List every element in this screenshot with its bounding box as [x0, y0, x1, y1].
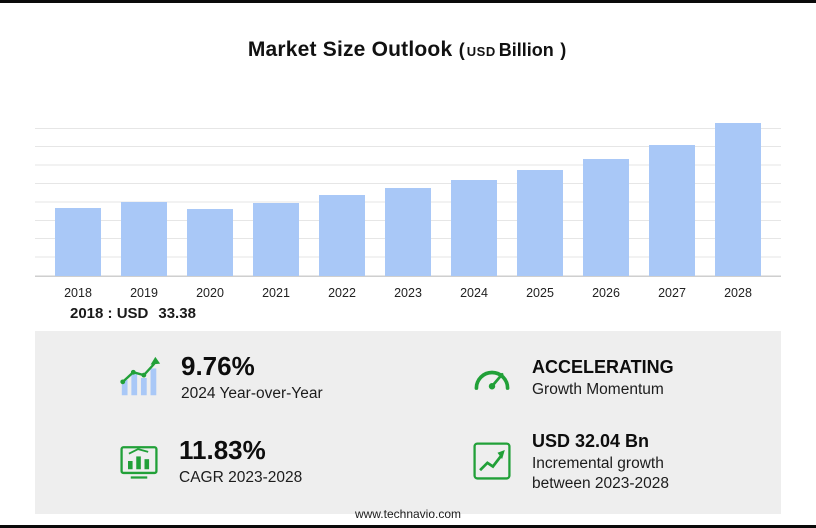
bar-2026: [582, 159, 630, 276]
bottom-border: [0, 525, 816, 528]
stats-panel: 9.76% 2024 Year-over-Year ACCELERATING G…: [35, 331, 781, 514]
chart-title: Market Size Outlook (USD Billion ): [0, 38, 816, 62]
x-axis-label: 2022: [328, 286, 356, 300]
x-axis-label: 2023: [394, 286, 422, 300]
bar-column: [309, 112, 375, 276]
x-axis-label: 2027: [658, 286, 686, 300]
market-size-bar-chart: 2018 2019 2020 2021 2022 2023 2024 2025 2026 2027…: [35, 112, 781, 300]
x-axis-label: 2028: [724, 286, 752, 300]
bar-2022: [318, 195, 366, 276]
bar-2023: [384, 188, 432, 276]
bar-2028: [714, 122, 762, 276]
stat-growth-momentum: ACCELERATING Growth Momentum: [408, 356, 781, 400]
stat-label: 2024 Year-over-Year: [181, 385, 323, 402]
stat-value: USD 32.04 Bn: [532, 430, 650, 451]
stat-label: Incremental growth between 2023-2028: [532, 455, 670, 492]
stat-incremental-growth: USD 32.04 Bn Incremental growth between …: [408, 430, 781, 493]
top-border: [0, 0, 816, 3]
footer: www.technavio.com: [0, 507, 816, 521]
bar-column: [111, 112, 177, 276]
x-axis-label: 2024: [460, 286, 488, 300]
incremental-growth-icon: [470, 439, 514, 483]
stat-value: ACCELERATING: [532, 356, 674, 377]
annotation-label: 2018 : USD: [70, 305, 149, 322]
first-year-value-annotation: 2018 : USD 33.38: [70, 305, 196, 322]
bar-2025: [516, 170, 564, 276]
x-axis-label: 2018: [64, 286, 92, 300]
stat-label: CAGR 2023-2028: [179, 468, 303, 486]
bar-column: [177, 112, 243, 276]
bar-2027: [648, 145, 696, 276]
x-axis-label: 2021: [262, 286, 290, 300]
bar-2019: [120, 201, 168, 276]
plot-area: [35, 112, 781, 277]
x-axis-label: 2025: [526, 286, 554, 300]
bar-column: [507, 112, 573, 276]
stat-value: 9.76%: [181, 351, 255, 382]
bar-column: [441, 112, 507, 276]
bar-2021: [252, 203, 300, 276]
bar-column: [45, 112, 111, 276]
stat-year-over-year: 9.76% 2024 Year-over-Year: [35, 351, 408, 403]
title-text: Market Size Outlook: [247, 38, 453, 61]
bar-column: [705, 112, 771, 276]
title-currency: USD: [466, 44, 496, 59]
stat-label: Growth Momentum: [532, 381, 664, 399]
speedometer-icon: [470, 356, 514, 400]
stat-value: 11.83%: [179, 434, 266, 465]
x-axis-labels: 2018 2019 2020 2021 2022 2023 2024 2025 2026 2027…: [35, 286, 781, 300]
yoy-bars-icon: [117, 355, 163, 401]
footer-url: www.technavio.com: [354, 507, 462, 521]
cagr-chart-icon: [117, 439, 161, 483]
bar-column: [639, 112, 705, 276]
title-close-paren: ): [560, 40, 567, 60]
bar-2020: [186, 209, 234, 276]
bar-2024: [450, 179, 498, 276]
bar-column: [375, 112, 441, 276]
bar-2018: [54, 207, 102, 276]
title-open-paren: (: [458, 40, 465, 60]
x-axis-label: 2019: [130, 286, 158, 300]
x-axis-label: 2020: [196, 286, 224, 300]
annotation-value: 33.38: [158, 305, 196, 322]
bar-column: [243, 112, 309, 276]
title-unit: Billion: [498, 40, 554, 60]
bar-series: [35, 112, 781, 276]
x-axis-label: 2026: [592, 286, 620, 300]
bar-column: [573, 112, 639, 276]
stat-cagr: 11.83% CAGR 2023-2028: [35, 434, 408, 487]
